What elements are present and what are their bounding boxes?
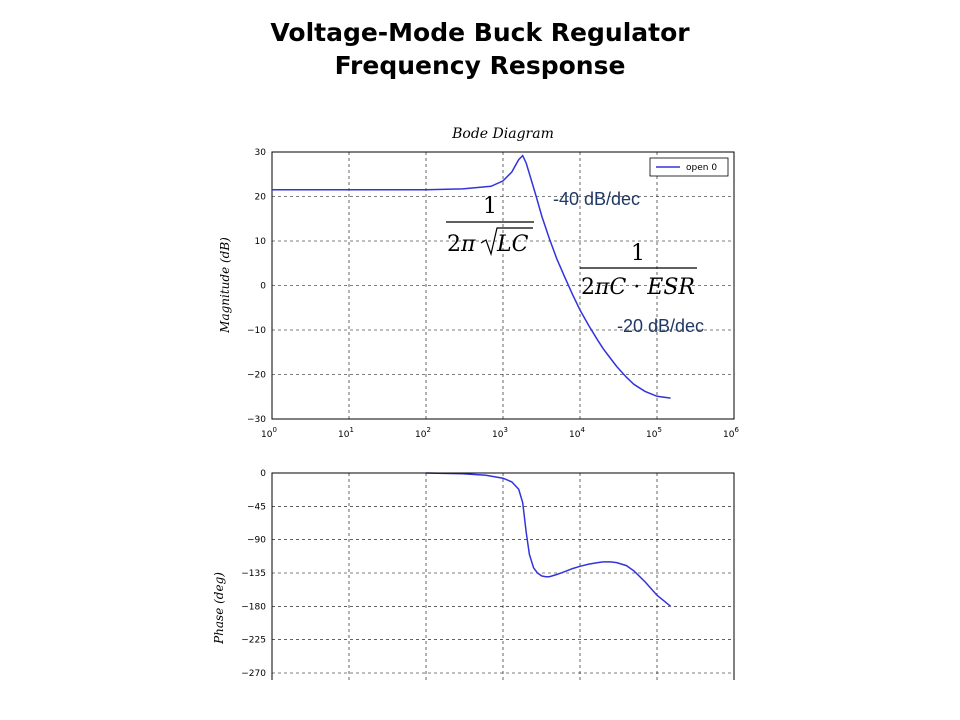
lc-resonance-formula: 1 2 π LC [446, 194, 534, 257]
chart-title: Bode Diagram [451, 126, 554, 142]
x-tick-label: 105 [646, 426, 662, 440]
x-tick-label: 104 [569, 426, 585, 440]
formula1-prefix: 2 [447, 232, 461, 257]
slide-title-line-2: Frequency Response [334, 51, 626, 80]
x-tick-label: 103 [492, 426, 508, 440]
slope-annotation-20: -20 dB/dec [617, 316, 704, 336]
slide-title-line-1: Voltage-Mode Buck Regulator [270, 18, 690, 47]
magnitude-y-tick-label: 10 [255, 237, 267, 247]
magnitude-y-tick-label: −30 [247, 415, 266, 425]
magnitude-curve [272, 154, 671, 399]
phase-plot: 0 −45 −90 −135 −180 −225 −270 Phase (deg) [212, 469, 735, 680]
phase-y-tick-label: −180 [241, 602, 266, 612]
esr-zero-formula: 1 2πC · ESR [580, 241, 697, 300]
phase-y-tick-label: −225 [241, 636, 266, 646]
formula1-radicand: LC [496, 232, 529, 257]
formula2-denominator: 2πC · ESR [581, 275, 695, 300]
formula1-radical-sign [480, 227, 533, 257]
phase-y-tick-label: −135 [241, 569, 266, 579]
magnitude-y-tick-label: 20 [255, 193, 267, 203]
phase-y-tick-label: 0 [260, 469, 266, 479]
legend-entry-open-0: open 0 [686, 163, 717, 173]
phase-axis-label: Phase (deg) [212, 572, 226, 645]
slope-annotation-40: -40 dB/dec [553, 189, 640, 209]
phase-curve [425, 472, 672, 607]
legend: open 0 [649, 157, 729, 177]
x-tick-label: 106 [723, 426, 739, 440]
legend-box [649, 157, 729, 177]
magnitude-y-tick-label: −10 [247, 326, 266, 336]
magnitude-y-tick-label: 0 [260, 282, 266, 292]
formula1-numerator: 1 [483, 194, 497, 219]
phase-y-tick-label: −90 [247, 536, 266, 546]
phase-y-tick-label: −270 [241, 669, 266, 679]
magnitude-y-tick-label: −20 [247, 371, 266, 381]
x-tick-label: 100 [261, 426, 277, 440]
x-tick-label: 102 [415, 426, 431, 440]
x-tick-label: 101 [338, 426, 354, 440]
formula2-numerator: 1 [631, 241, 645, 266]
phase-plot-frame [271, 472, 735, 680]
magnitude-y-tick-label: 30 [255, 148, 267, 158]
phase-y-tick-label: −45 [247, 502, 266, 512]
formula1-pi: π [460, 232, 476, 257]
magnitude-axis-label: Magnitude (dB) [218, 237, 232, 334]
